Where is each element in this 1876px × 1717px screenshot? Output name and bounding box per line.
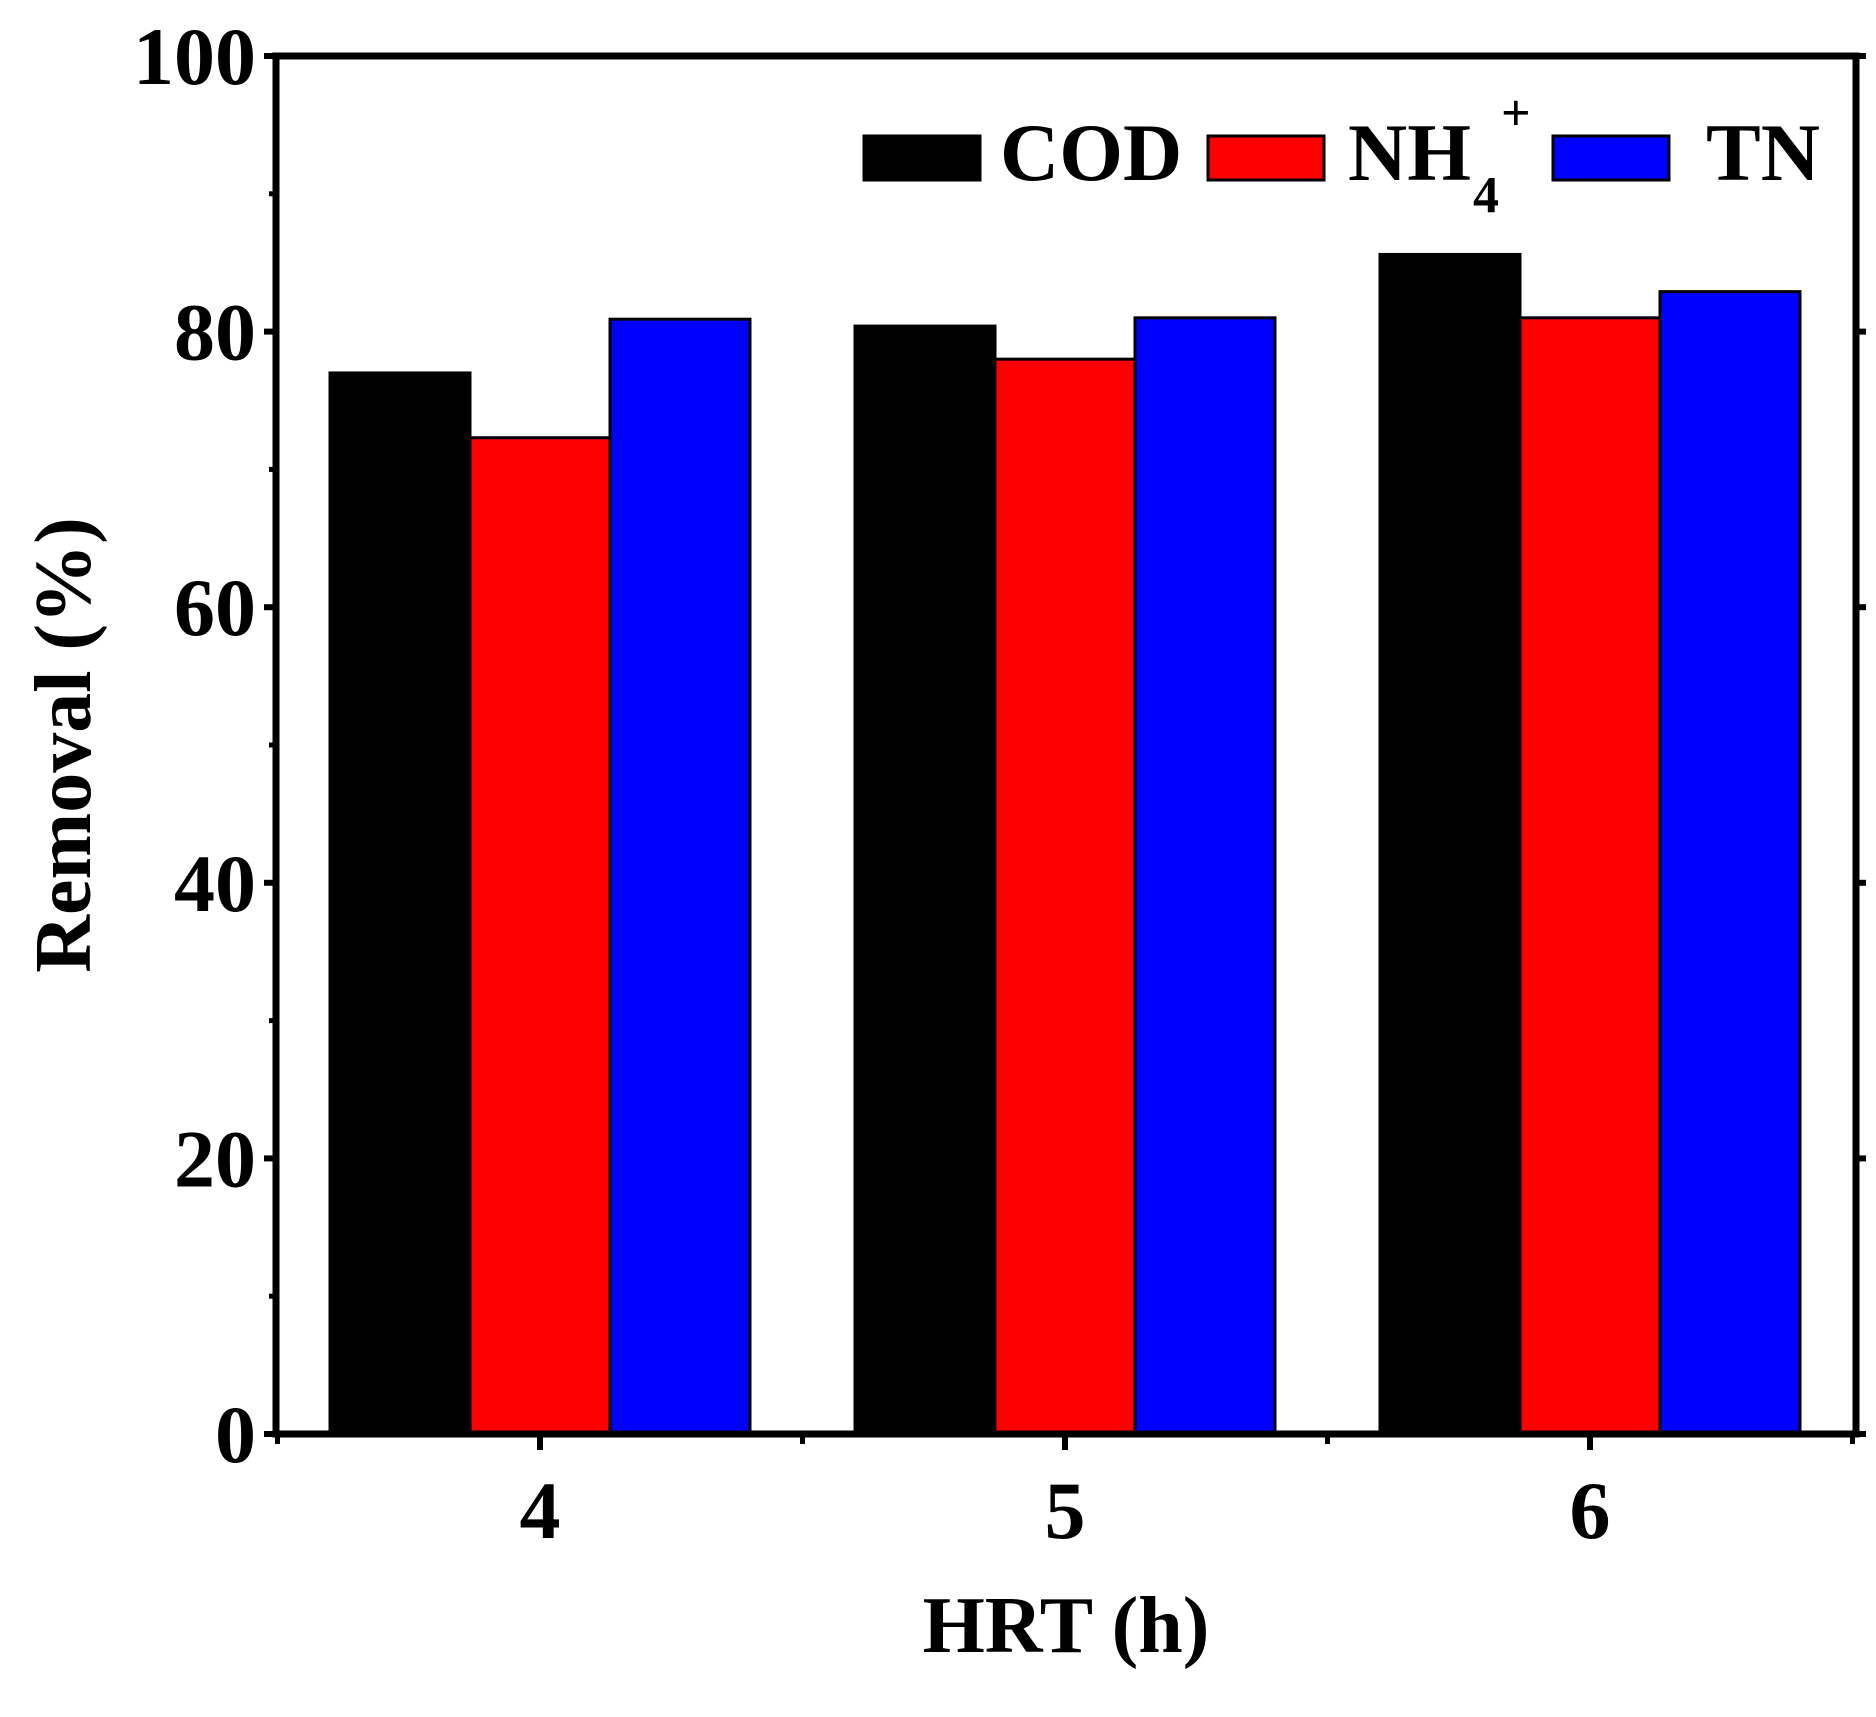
legend-swatch-nh (1206, 134, 1326, 182)
legend-label-nh: NH (1348, 107, 1471, 198)
bar-tn-5 (1133, 316, 1277, 1436)
bar-tn-6 (1658, 290, 1802, 1436)
bar-cod-5 (853, 324, 997, 1436)
y-tick-label: 20 (174, 1113, 256, 1204)
legend-label-cod: COD (1000, 107, 1182, 198)
y-axis-label: Removal (%) (20, 517, 108, 972)
y-tick-label: 80 (174, 287, 256, 378)
y-tick-label: 60 (174, 562, 256, 653)
y-tick-label: 0 (215, 1389, 256, 1480)
legend-swatch-tn (1551, 134, 1671, 182)
bar-tn-4 (608, 317, 752, 1436)
y-tick-label: 40 (174, 838, 256, 929)
bar-cod-4 (328, 371, 472, 1436)
bars-layer (328, 252, 1802, 1436)
x-tick-label: 4 (520, 1465, 561, 1556)
axis-ticks: 0 20 40 60 80 100 4 5 6 (133, 11, 1866, 1556)
x-tick-label: 6 (1570, 1465, 1611, 1556)
legend-superscript: + (1501, 85, 1531, 142)
legend-label-tn: TN (1706, 107, 1820, 198)
y-tick-label: 100 (133, 11, 256, 102)
bar-cod-6 (1378, 252, 1522, 1436)
bar-nh-6 (1518, 316, 1662, 1436)
x-tick-label: 5 (1045, 1465, 1086, 1556)
bar-nh-5 (993, 357, 1137, 1436)
legend: COD NH 4+ TN (862, 85, 1820, 224)
x-axis-label: HRT (h) (923, 1582, 1210, 1670)
bar-nh-4 (468, 436, 612, 1436)
legend-swatch-cod (862, 134, 982, 182)
legend-subscript: 4 (1473, 167, 1499, 224)
